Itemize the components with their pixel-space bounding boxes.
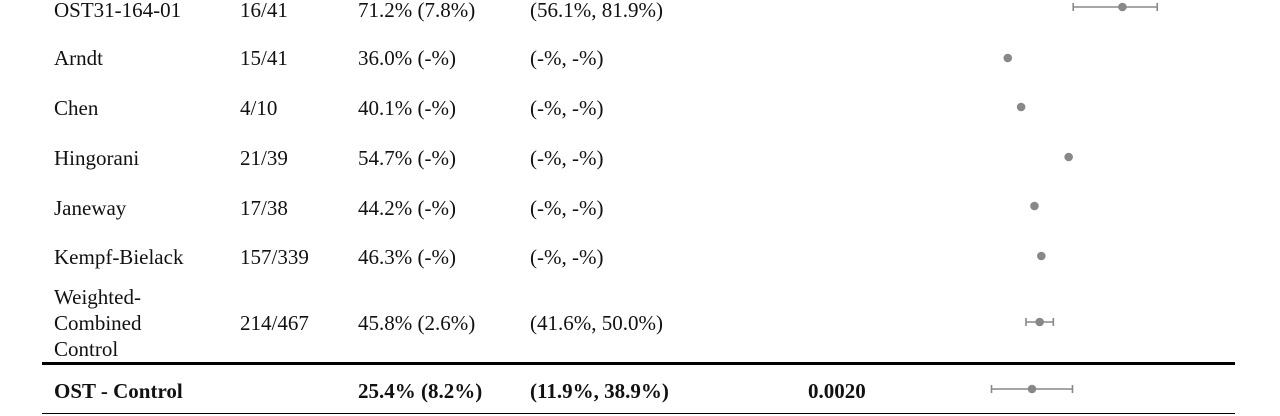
confidence-interval: (-%, -%) xyxy=(530,46,604,70)
study-name: OST31-164-01 xyxy=(54,0,182,22)
study-name: OST - Control xyxy=(54,379,183,403)
study-name: Hingorani xyxy=(54,146,140,170)
table-bottom-rule xyxy=(42,413,1235,414)
study-name: Weighted- Combined Control xyxy=(54,285,142,361)
estimate: 46.3% (-%) xyxy=(358,245,456,269)
n-ratio: 4/10 xyxy=(240,96,278,120)
confidence-interval: (56.1%, 81.9%) xyxy=(530,0,663,22)
estimate: 44.2% (-%) xyxy=(358,196,456,220)
study-name: Chen xyxy=(54,96,99,120)
estimate: 54.7% (-%) xyxy=(358,146,456,170)
study-name: Kempf-Bielack xyxy=(54,245,184,269)
section-divider xyxy=(42,362,1235,365)
study-name: Janeway xyxy=(54,196,127,220)
n-ratio: 157/339 xyxy=(240,245,309,269)
estimate: 45.8% (2.6%) xyxy=(358,311,476,335)
n-ratio: 17/38 xyxy=(240,196,288,220)
confidence-interval: (-%, -%) xyxy=(530,146,604,170)
confidence-interval: (11.9%, 38.9%) xyxy=(530,379,669,403)
n-ratio: 16/41 xyxy=(240,0,288,22)
n-ratio: 21/39 xyxy=(240,146,288,170)
estimate: 40.1% (-%) xyxy=(358,96,456,120)
confidence-interval: (-%, -%) xyxy=(530,196,604,220)
p-value: 0.0020 xyxy=(808,379,866,403)
estimate: 36.0% (-%) xyxy=(358,46,456,70)
study-name: Arndt xyxy=(54,46,103,70)
n-ratio: 214/467 xyxy=(240,311,309,335)
n-ratio: 15/41 xyxy=(240,46,288,70)
estimate: 71.2% (7.8%) xyxy=(358,0,476,22)
confidence-interval: (-%, -%) xyxy=(530,96,604,120)
confidence-interval: (-%, -%) xyxy=(530,245,604,269)
confidence-interval: (41.6%, 50.0%) xyxy=(530,311,663,335)
estimate: 25.4% (8.2%) xyxy=(358,379,483,403)
